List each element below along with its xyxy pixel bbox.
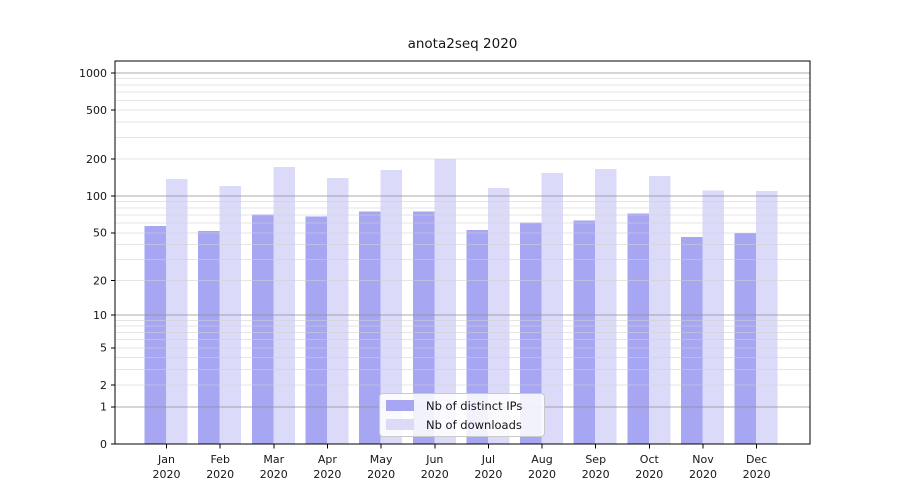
x-tick-label-year: 2020 — [367, 468, 395, 481]
bar-ips-Mar — [251, 214, 274, 444]
bar-ips-Apr — [305, 216, 327, 444]
bar-downloads-Dec — [756, 191, 778, 444]
bar-downloads-Jul — [487, 187, 510, 445]
y-tick-label: 10 — [93, 309, 107, 322]
bar-downloads-Nov — [702, 190, 724, 444]
bar-downloads-Jun — [434, 159, 456, 444]
x-tick-label-month: Sep — [585, 453, 606, 466]
x-tick-label-year: 2020 — [743, 468, 771, 481]
x-tick-label-year: 2020 — [635, 468, 663, 481]
y-tick-label: 1000 — [79, 67, 107, 80]
y-tick-label: 200 — [86, 153, 107, 166]
x-tick-label-year: 2020 — [689, 468, 717, 481]
x-tick-label-year: 2020 — [260, 468, 288, 481]
legend-swatch-distinct-ips — [386, 400, 414, 411]
x-tick-label-month: Jan — [157, 453, 175, 466]
x-tick-label-month: May — [370, 453, 393, 466]
x-tick-label-month: Feb — [210, 453, 229, 466]
bar-ips-Oct — [627, 213, 649, 444]
plot-border — [114, 60, 811, 445]
bar-ips-Dec — [734, 232, 757, 444]
x-tick-label-year: 2020 — [528, 468, 556, 481]
legend-label-distinct-ips: Nb of distinct IPs — [426, 398, 523, 413]
bar-downloads-Aug — [541, 173, 563, 444]
x-tick-label-month: Apr — [318, 453, 338, 466]
y-tick-label: 0 — [100, 438, 107, 451]
y-tick-label: 500 — [86, 104, 107, 117]
x-tick-label-year: 2020 — [313, 468, 341, 481]
bar-ips-Jan — [144, 225, 166, 444]
y-tick-label: 2 — [100, 379, 107, 392]
bar-ips-Jun — [412, 211, 435, 444]
x-tick-label-month: Jun — [425, 453, 443, 466]
x-tick-label-year: 2020 — [582, 468, 610, 481]
y-tick-label: 5 — [100, 342, 107, 355]
chart-title: anota2seq 2020 — [407, 36, 518, 52]
bar-downloads-Jan — [166, 179, 188, 444]
bar-ips-Aug — [520, 222, 542, 444]
y-tick-label: 20 — [93, 274, 107, 287]
legend: Nb of distinct IPs Nb of downloads — [379, 393, 545, 437]
x-tick-label-month: Oct — [640, 453, 660, 466]
x-tick-label-year: 2020 — [206, 468, 234, 481]
y-tick-label: 50 — [93, 227, 107, 240]
bar-ips-Jul — [466, 229, 488, 444]
bar-downloads-Sep — [595, 169, 617, 444]
bar-downloads-Apr — [326, 178, 349, 444]
bar-downloads-May — [380, 170, 403, 444]
legend-swatch-downloads — [386, 419, 414, 430]
x-tick-label-year: 2020 — [153, 468, 181, 481]
x-tick-label-year: 2020 — [474, 468, 502, 481]
bar-ips-May — [359, 211, 381, 444]
y-tick-label: 100 — [86, 190, 107, 203]
x-tick-label-year: 2020 — [421, 468, 449, 481]
bar-ips-Nov — [681, 237, 703, 444]
bar-downloads-Oct — [648, 176, 671, 444]
bar-downloads-Mar — [273, 166, 295, 444]
legend-item-distinct-ips: Nb of distinct IPs — [386, 399, 538, 413]
legend-label-downloads: Nb of downloads — [426, 417, 522, 432]
legend-item-downloads: Nb of downloads — [386, 418, 538, 432]
x-tick-label-month: Nov — [692, 453, 714, 466]
x-tick-label-month: Jul — [481, 453, 495, 466]
y-tick-label: 1 — [100, 401, 107, 414]
x-tick-label-month: Dec — [746, 453, 767, 466]
bar-ips-Feb — [198, 230, 220, 444]
x-tick-label-month: Mar — [263, 453, 284, 466]
x-tick-label-month: Aug — [531, 453, 552, 466]
